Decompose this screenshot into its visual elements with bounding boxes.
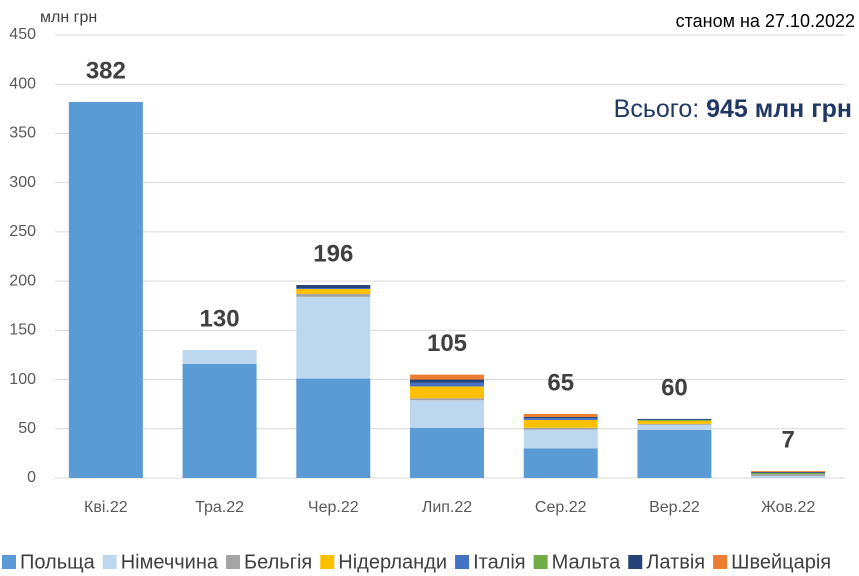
bar-segment xyxy=(296,378,371,478)
bar-segment xyxy=(637,424,712,430)
legend-label: Німеччина xyxy=(121,551,219,573)
bar-segment xyxy=(523,416,598,418)
x-tick-label: Тра.22 xyxy=(195,499,244,516)
legend-label: Нідерланди xyxy=(338,551,447,573)
total-label: 7 xyxy=(781,426,794,453)
bar-segment xyxy=(296,296,371,379)
bar-segment xyxy=(68,101,143,478)
bar-segment xyxy=(751,472,826,474)
total-annotation: Всього: 945 млн грн xyxy=(614,95,852,123)
y-tick-label: 300 xyxy=(9,174,36,191)
x-tick-label: Сер.22 xyxy=(535,499,587,516)
bar-segment xyxy=(182,363,257,478)
total-label: 60 xyxy=(661,374,688,401)
legend-swatch xyxy=(2,555,16,569)
y-tick-label: 450 xyxy=(9,26,36,43)
bar-segment xyxy=(523,417,598,420)
y-tick-label: 200 xyxy=(9,272,36,289)
y-tick-label: 400 xyxy=(9,75,36,92)
bar-segment xyxy=(182,350,257,364)
total-label: 105 xyxy=(427,330,467,357)
y-axis-label: млн грн xyxy=(40,9,97,26)
bar-segment xyxy=(751,473,826,475)
bar-segment xyxy=(751,471,826,473)
y-tick-label: 0 xyxy=(27,469,36,486)
x-tick-label: Вер.22 xyxy=(649,499,700,516)
total-label: 130 xyxy=(200,305,240,332)
y-tick-label: 150 xyxy=(9,322,36,339)
y-tick-label: 350 xyxy=(9,125,36,142)
annotation-total: 945 млн грн xyxy=(706,95,852,123)
y-tick-label: 250 xyxy=(9,223,36,240)
legend-swatch xyxy=(628,555,643,569)
bar-segment xyxy=(296,288,371,294)
legend-swatch xyxy=(455,555,470,569)
legend-label: Італія xyxy=(473,551,526,573)
legend-label: Польща xyxy=(20,551,96,573)
y-tick-label: 50 xyxy=(18,420,36,437)
total-label: 196 xyxy=(313,240,353,267)
bar-segment xyxy=(523,429,598,449)
subtitle: станом на 27.10.2022 xyxy=(676,11,855,31)
x-tick-label: Жов.22 xyxy=(761,499,815,516)
x-tick-label: Кві.22 xyxy=(84,499,128,516)
bar-segment xyxy=(410,427,484,478)
total-label: 65 xyxy=(547,369,574,396)
bar-segment xyxy=(296,288,371,289)
legend-swatch xyxy=(102,555,117,569)
bar-segment xyxy=(523,414,598,417)
legend-label: Бельгія xyxy=(244,551,312,573)
bar-segment xyxy=(523,419,598,428)
total-label: 382 xyxy=(86,57,126,84)
bar-segment xyxy=(637,429,712,478)
bar-segment xyxy=(637,420,712,424)
bar-segment xyxy=(637,418,712,420)
x-tick-label: Чер.22 xyxy=(308,499,359,516)
bar-segment xyxy=(637,423,712,425)
annotation-prefix: Всього: xyxy=(614,95,706,123)
bar-segment xyxy=(410,400,484,428)
bar-segment xyxy=(410,374,484,380)
legend-label: Швейцарія xyxy=(731,551,831,573)
bar-segment xyxy=(523,448,598,478)
bar-segment xyxy=(410,382,484,387)
x-tick-label: Лип.22 xyxy=(422,499,472,516)
bar-segment xyxy=(296,285,371,289)
bar-segment xyxy=(296,293,371,297)
y-tick-label: 100 xyxy=(9,371,36,388)
bar-segment xyxy=(410,379,484,383)
bar-segment xyxy=(410,398,484,401)
legend-label: Мальта xyxy=(552,551,621,573)
bar-segment xyxy=(523,427,598,430)
legend-swatch xyxy=(320,555,335,569)
bar-segment xyxy=(410,386,484,399)
legend-label: Латвія xyxy=(646,551,705,573)
bar-segment xyxy=(751,476,826,478)
legend-swatch xyxy=(533,555,548,569)
bar-segment xyxy=(637,419,712,421)
legend-swatch xyxy=(713,555,728,569)
legend-swatch xyxy=(226,555,241,569)
bar-segment xyxy=(751,474,826,477)
